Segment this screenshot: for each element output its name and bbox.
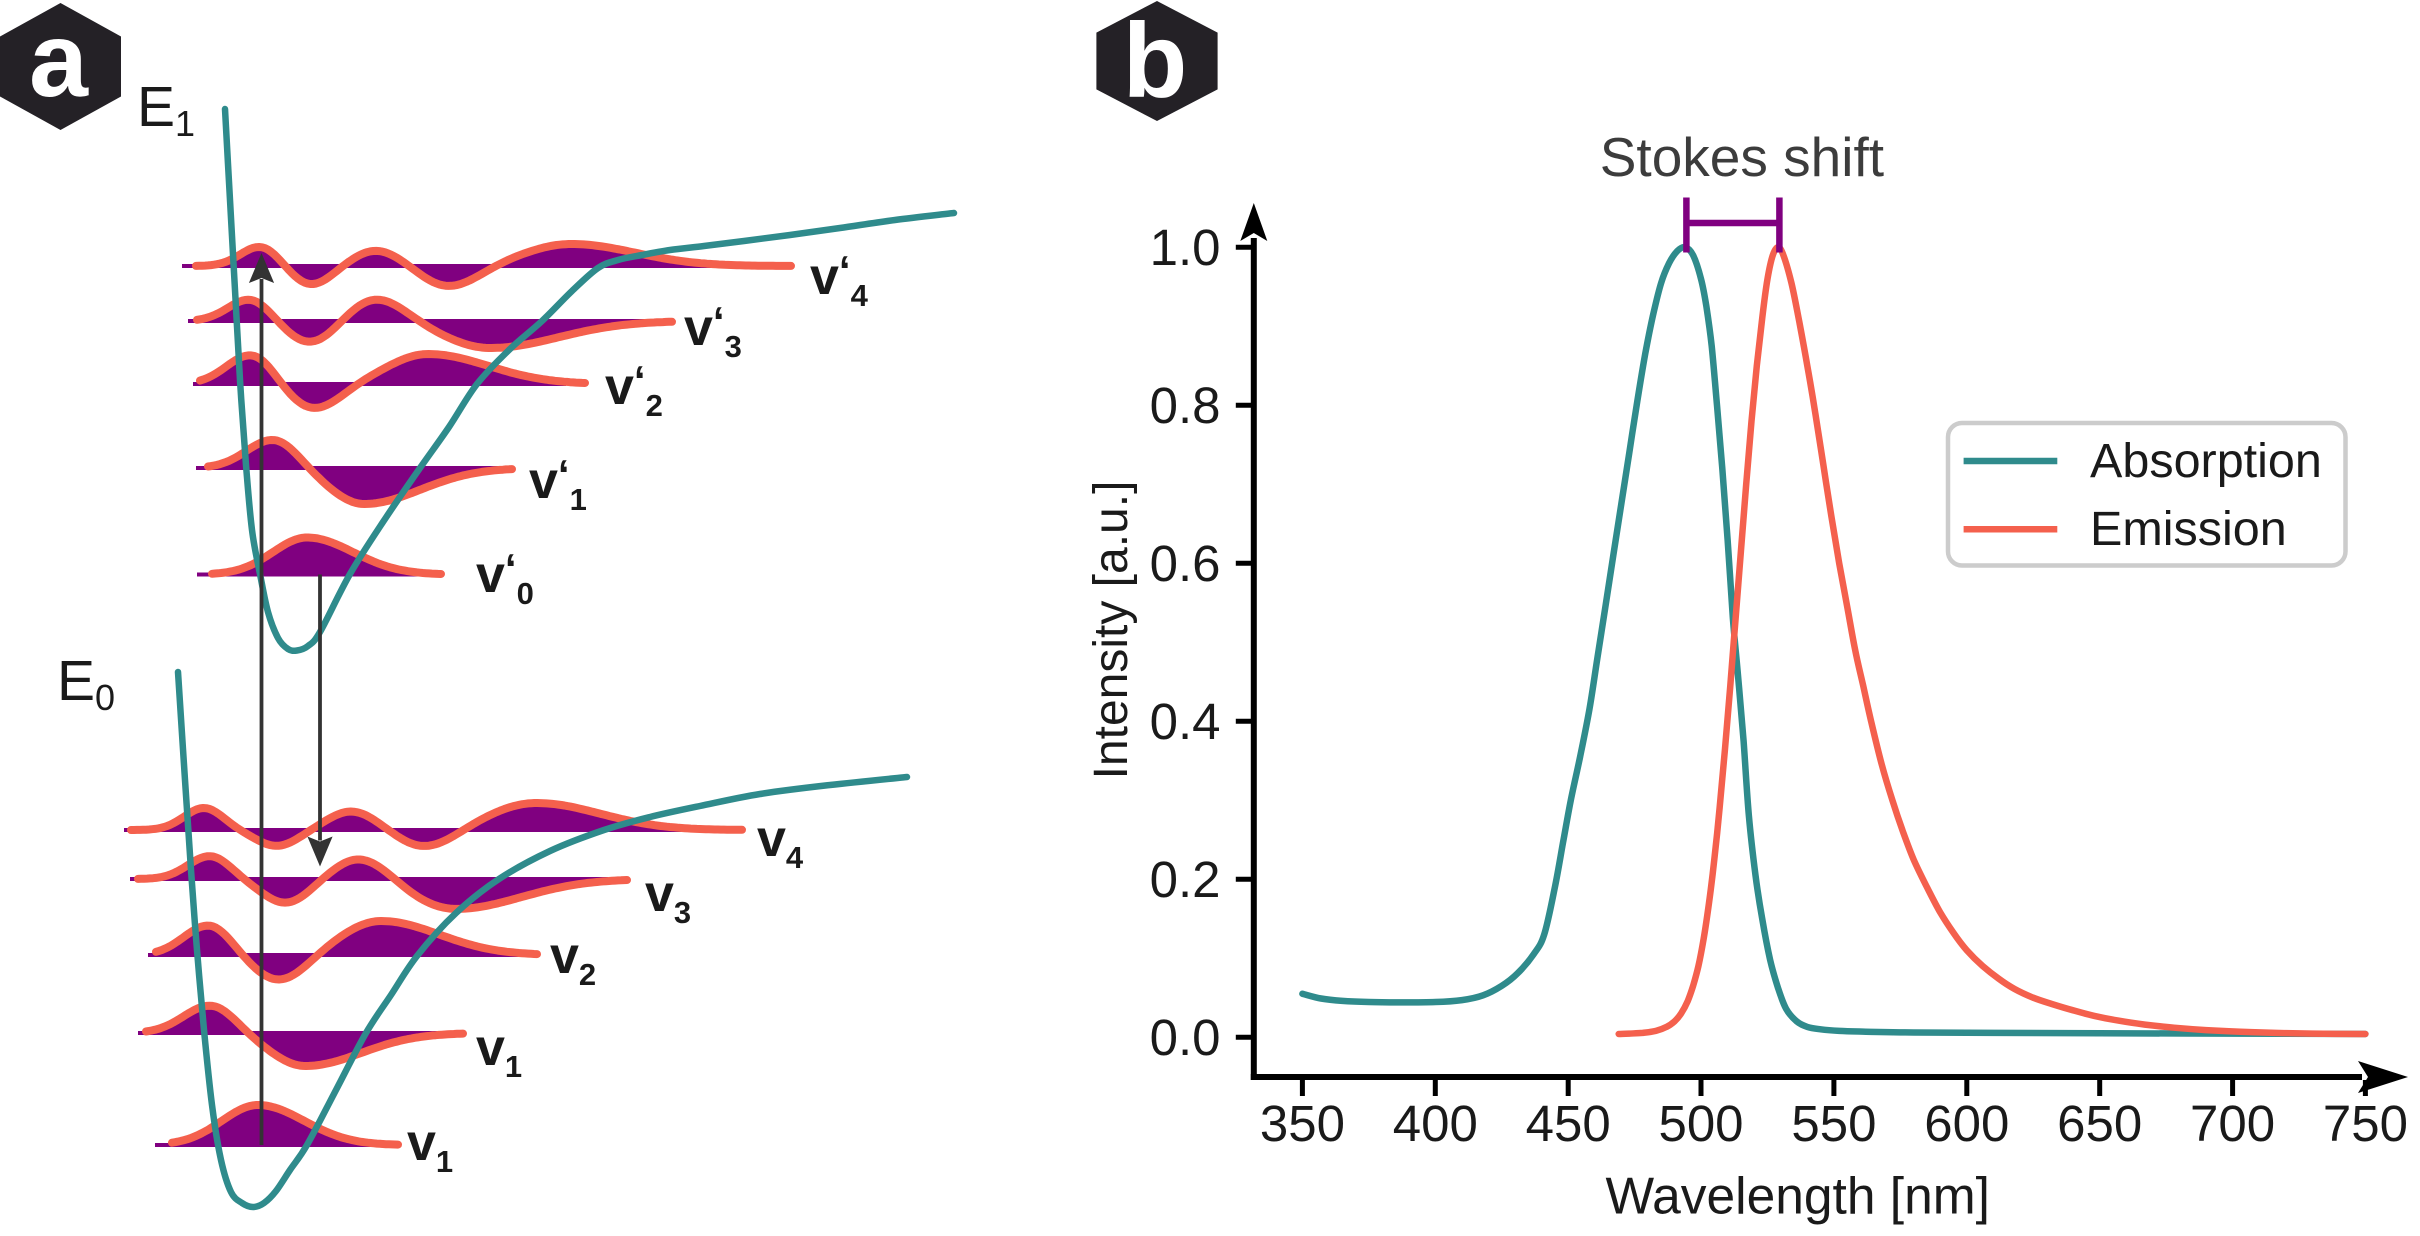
svg-text:350: 350 [1260,1095,1345,1152]
svg-text:650: 650 [2057,1095,2142,1152]
svg-text:600: 600 [1924,1095,2009,1152]
svg-text:700: 700 [2190,1095,2275,1152]
svg-text:v4: v4 [757,810,804,875]
svg-text:a: a [29,1,89,119]
svg-text:550: 550 [1791,1095,1876,1152]
svg-text:Stokes shift: Stokes shift [1600,126,1884,188]
svg-text:1.0: 1.0 [1150,219,1221,276]
svg-text:Wavelength [nm]: Wavelength [nm] [1605,1166,1990,1224]
svg-text:750: 750 [2323,1095,2408,1152]
svg-text:0.2: 0.2 [1150,851,1221,908]
svg-text:Emission: Emission [2090,502,2287,556]
svg-text:450: 450 [1526,1095,1611,1152]
svg-text:0.8: 0.8 [1150,377,1221,434]
svg-text:Absorption: Absorption [2090,434,2322,488]
svg-text:500: 500 [1658,1095,1743,1152]
svg-text:Intensity [a.u.]: Intensity [a.u.] [1085,481,1138,780]
svg-text:400: 400 [1393,1095,1478,1152]
svg-text:b: b [1123,2,1188,120]
svg-text:0.6: 0.6 [1150,535,1221,592]
svg-text:0.4: 0.4 [1150,693,1221,750]
svg-text:0.0: 0.0 [1150,1009,1221,1066]
